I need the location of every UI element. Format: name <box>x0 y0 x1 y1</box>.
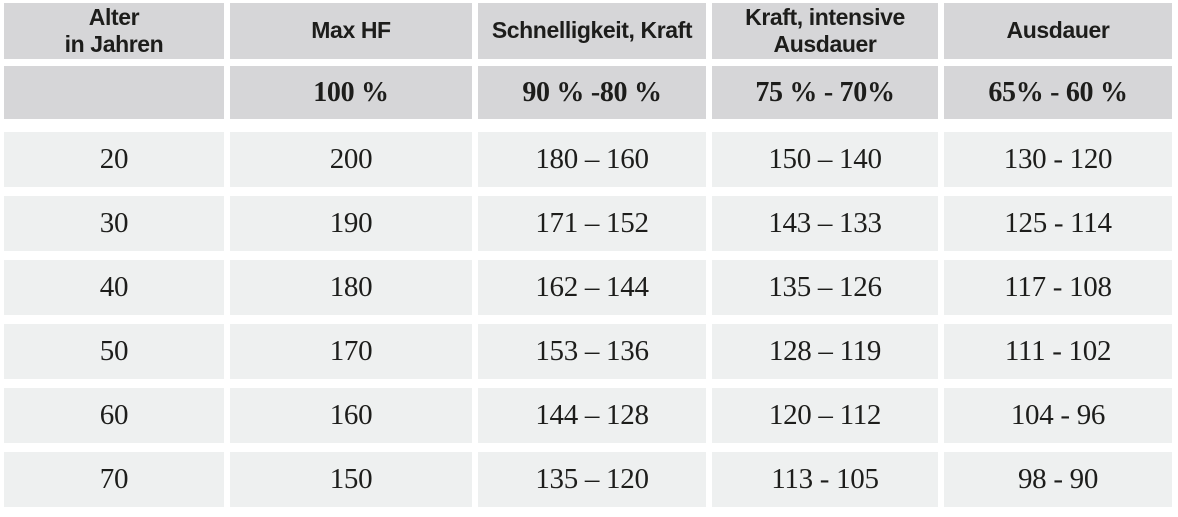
header-text: Alter <box>88 3 140 30</box>
header-text: Schnelligkeit, Kraft <box>491 17 693 44</box>
cell-age: 50 <box>4 324 224 379</box>
cell-value: 104 - 96 <box>1010 399 1106 431</box>
table-row: 20 200 180 – 160 150 – 140 130 - 120 <box>4 132 1178 187</box>
cell-value: 162 – 144 <box>535 271 649 303</box>
subheader-text: 100 % <box>313 76 389 108</box>
cell-value: 171 – 152 <box>535 207 649 239</box>
cell-value: 153 – 136 <box>535 335 649 367</box>
cell-range-65-60: 117 - 108 <box>944 260 1172 315</box>
cell-range-75-70: 150 – 140 <box>712 132 938 187</box>
cell-value: 180 <box>329 271 373 303</box>
cell-range-75-70: 113 - 105 <box>712 452 938 507</box>
table-header-row: Alter in Jahren Max HF Schnelligkeit, Kr… <box>4 3 1178 59</box>
cell-value: 98 - 90 <box>1017 463 1099 495</box>
cell-value: 117 - 108 <box>1004 271 1112 303</box>
cell-value: 150 <box>329 463 373 495</box>
cell-value: 70 <box>99 463 129 495</box>
cell-value: 135 – 126 <box>768 271 882 303</box>
cell-range-90-80: 162 – 144 <box>478 260 706 315</box>
cell-max-hf: 170 <box>230 324 472 379</box>
cell-range-90-80: 144 – 128 <box>478 388 706 443</box>
cell-range-90-80: 135 – 120 <box>478 452 706 507</box>
cell-value: 20 <box>99 143 129 175</box>
table-row: 50 170 153 – 136 128 – 119 111 - 102 <box>4 324 1178 379</box>
subheader-cell-100: 100 % <box>230 66 472 119</box>
header-cell-schnelligkeit-kraft: Schnelligkeit, Kraft <box>478 3 706 59</box>
cell-value: 200 <box>329 143 373 175</box>
header-text: Kraft, intensive <box>745 3 905 30</box>
cell-max-hf: 160 <box>230 388 472 443</box>
table-subheader-row: 100 % 90 % -80 % 75 % - 70% 65% - 60 % <box>4 66 1178 119</box>
cell-max-hf: 150 <box>230 452 472 507</box>
cell-value: 170 <box>329 335 373 367</box>
header-cell-ausdauer: Ausdauer <box>944 3 1172 59</box>
subheader-cell-90-80: 90 % -80 % <box>478 66 706 119</box>
cell-age: 60 <box>4 388 224 443</box>
cell-value: 111 - 102 <box>1004 335 1112 367</box>
cell-max-hf: 180 <box>230 260 472 315</box>
subheader-text: 75 % - 70% <box>755 76 895 108</box>
cell-range-75-70: 143 – 133 <box>712 196 938 251</box>
subheader-text: 90 % -80 % <box>522 76 662 108</box>
cell-age: 70 <box>4 452 224 507</box>
header-text: Max HF <box>311 17 391 44</box>
table-row: 30 190 171 – 152 143 – 133 125 - 114 <box>4 196 1178 251</box>
cell-range-65-60: 104 - 96 <box>944 388 1172 443</box>
cell-max-hf: 200 <box>230 132 472 187</box>
subheader-cell-65-60: 65% - 60 % <box>944 66 1172 119</box>
table-row: 60 160 144 – 128 120 – 112 104 - 96 <box>4 388 1178 443</box>
cell-range-75-70: 128 – 119 <box>712 324 938 379</box>
cell-value: 143 – 133 <box>768 207 882 239</box>
table-row: 40 180 162 – 144 135 – 126 117 - 108 <box>4 260 1178 315</box>
subheader-text: 65% - 60 % <box>988 76 1128 108</box>
cell-value: 135 – 120 <box>535 463 649 495</box>
cell-value: 120 – 112 <box>768 399 882 431</box>
cell-value: 113 - 105 <box>771 463 879 495</box>
cell-age: 20 <box>4 132 224 187</box>
header-cell-alter: Alter in Jahren <box>4 3 224 59</box>
cell-range-65-60: 111 - 102 <box>944 324 1172 379</box>
table-row: 70 150 135 – 120 113 - 105 98 - 90 <box>4 452 1178 507</box>
cell-value: 40 <box>99 271 129 303</box>
cell-value: 130 - 120 <box>1003 143 1113 175</box>
cell-range-75-70: 120 – 112 <box>712 388 938 443</box>
cell-range-90-80: 153 – 136 <box>478 324 706 379</box>
header-cell-max-hf: Max HF <box>230 3 472 59</box>
cell-value: 50 <box>99 335 129 367</box>
cell-value: 160 <box>329 399 373 431</box>
cell-value: 60 <box>99 399 129 431</box>
cell-value: 180 – 160 <box>535 143 649 175</box>
cell-max-hf: 190 <box>230 196 472 251</box>
cell-value: 125 - 114 <box>1004 207 1112 239</box>
subheader-cell-empty <box>4 66 224 119</box>
cell-age: 40 <box>4 260 224 315</box>
cell-value: 150 – 140 <box>768 143 882 175</box>
cell-range-90-80: 180 – 160 <box>478 132 706 187</box>
subheader-cell-75-70: 75 % - 70% <box>712 66 938 119</box>
cell-range-75-70: 135 – 126 <box>712 260 938 315</box>
cell-value: 30 <box>99 207 129 239</box>
header-text: Ausdauer <box>1006 17 1110 44</box>
header-text: Ausdauer <box>773 31 877 57</box>
cell-value: 144 – 128 <box>535 399 649 431</box>
header-cell-kraft-intensive-ausdauer: Kraft, intensive Ausdauer <box>712 3 938 59</box>
cell-value: 190 <box>329 207 373 239</box>
cell-range-65-60: 130 - 120 <box>944 132 1172 187</box>
header-text: in Jahren <box>64 31 164 57</box>
cell-value: 128 – 119 <box>768 335 882 367</box>
cell-range-65-60: 98 - 90 <box>944 452 1172 507</box>
cell-range-90-80: 171 – 152 <box>478 196 706 251</box>
cell-range-65-60: 125 - 114 <box>944 196 1172 251</box>
cell-age: 30 <box>4 196 224 251</box>
